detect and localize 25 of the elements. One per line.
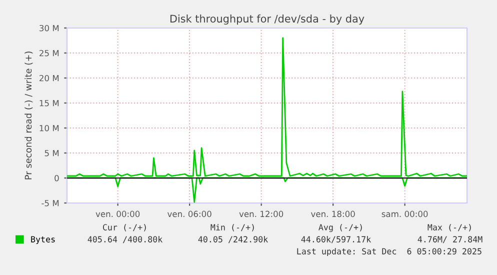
- x-tick-label: ven. 12:00: [239, 210, 284, 218]
- y-tick-label: 25 M: [40, 50, 59, 56]
- y-tick-label: 15 M: [40, 100, 59, 106]
- text: 40.05 /242.90k: [198, 236, 268, 244]
- legend-label: Bytes: [31, 236, 55, 244]
- text: Max (-/+): [428, 224, 471, 232]
- y-tick-label: 10 M: [40, 124, 59, 132]
- y-tick-label: 5 M: [44, 150, 59, 156]
- y-axis-title: Pr second read (-) / write (+): [24, 52, 33, 180]
- y-tick-label: 20 M: [40, 74, 59, 82]
- text: 4.76M/ 27.84M: [418, 236, 482, 244]
- x-tick-label: sam. 00:00: [382, 210, 428, 218]
- y-tick-label: 0: [54, 174, 59, 182]
- x-tick-label: ven. 18:00: [310, 210, 355, 218]
- x-tick-label: ven. 00:00: [96, 210, 140, 218]
- text: Avg (-/+): [318, 224, 362, 232]
- text: Last update: Sat Dec 6 05:00:29 2025: [297, 248, 482, 256]
- text: 405.64 /400.80k: [88, 236, 163, 244]
- text: Cur (-/+): [102, 224, 146, 232]
- x-tick-label: ven. 06:00: [167, 210, 212, 218]
- y-tick-label: -5 M: [42, 200, 59, 206]
- text: 44.60k/597.17k: [301, 236, 371, 244]
- y-tick-label: 30 M: [40, 24, 59, 32]
- chart-title: Disk throughput for /dev/sda - by day: [170, 14, 364, 25]
- text: Min (-/+): [210, 224, 254, 232]
